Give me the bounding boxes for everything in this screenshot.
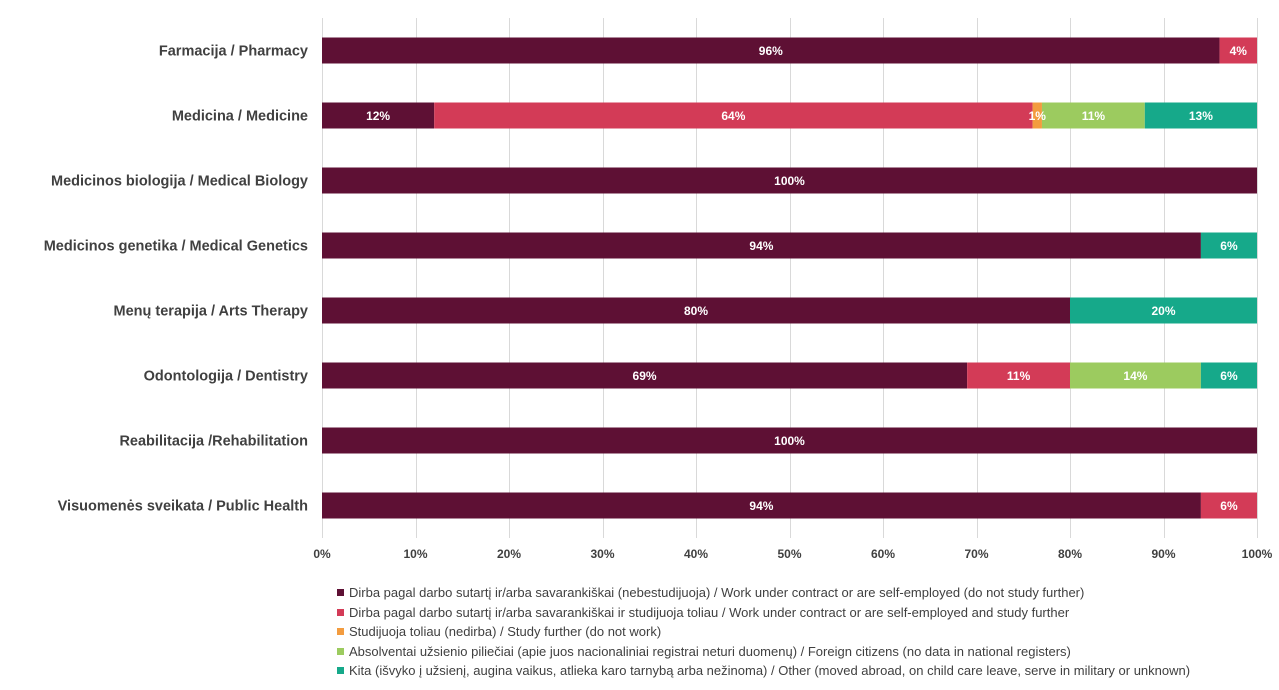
bar-segment — [322, 102, 435, 129]
x-tick-label: 50% — [777, 547, 801, 561]
legend-swatch — [337, 608, 344, 616]
x-tick-label: 90% — [1151, 547, 1175, 561]
bar-segment — [1070, 362, 1201, 389]
data-label: 20% — [1151, 304, 1175, 318]
bars — [322, 37, 1257, 519]
legend: Dirba pagal darbo sutartį ir/arba savara… — [337, 583, 1267, 681]
data-label: 80% — [684, 304, 708, 318]
bar-segment — [322, 362, 968, 389]
data-label: 6% — [1220, 369, 1238, 383]
gridlines — [322, 18, 1258, 538]
legend-label: Studijuoja toliau (nedirba) / Study furt… — [349, 624, 662, 640]
bar-segment — [1200, 362, 1257, 389]
data-label: 6% — [1220, 499, 1238, 513]
category-label: Medicinos biologija / Medical Biology — [51, 174, 308, 190]
data-labels: 96% 4% 12% 64% 1% 11% 13% 100% 94% 6% 80% 20% 69% 11%… — [366, 44, 1247, 513]
category-label: Medicinos genetika / Medical Genetics — [44, 239, 308, 255]
legend-swatch — [337, 647, 344, 655]
data-label: 100% — [774, 174, 805, 188]
bar-segment — [1219, 37, 1257, 64]
bar-segment — [322, 37, 1220, 64]
x-tick-label: 100% — [1242, 547, 1273, 561]
category-labels: Farmacija / Pharmacy Medicina / Medicine M… — [44, 44, 308, 515]
bar-segment — [322, 167, 1257, 194]
legend-item: Absolventai užsienio piliečiai (apie juo… — [337, 642, 1267, 662]
data-label: 12% — [366, 109, 390, 123]
bar-segment — [1200, 492, 1257, 519]
legend-item: Dirba pagal darbo sutartį ir/arba savara… — [337, 603, 1267, 623]
data-label: 4% — [1230, 44, 1248, 58]
legend-swatch — [337, 628, 344, 636]
legend-item: Studijuoja toliau (nedirba) / Study furt… — [337, 622, 1267, 642]
legend-label: Absolventai užsienio piliečiai (apie juo… — [349, 643, 1071, 659]
legend-swatch — [337, 589, 344, 597]
data-label: 94% — [749, 239, 773, 253]
legend-swatch — [337, 667, 344, 675]
bar-segment — [1144, 102, 1257, 129]
x-tick-label: 40% — [684, 547, 708, 561]
legend-label: Kita (išvyko į užsienį, augina vaikus, a… — [349, 663, 1191, 679]
category-label: Reabilitacija /Rehabilitation — [119, 434, 308, 450]
data-label: 100% — [774, 434, 805, 448]
data-label: 6% — [1220, 239, 1238, 253]
bar-segment — [322, 232, 1201, 259]
category-label: Medicina / Medicine — [172, 109, 308, 125]
legend-label: Dirba pagal darbo sutartį ir/arba savara… — [349, 585, 1085, 601]
data-label: 64% — [721, 109, 745, 123]
category-label: Farmacija / Pharmacy — [159, 44, 308, 60]
bar-segment — [322, 492, 1201, 519]
data-label: 14% — [1123, 369, 1147, 383]
legend-label: Dirba pagal darbo sutartį ir/arba savara… — [349, 604, 1070, 620]
data-label: 1% — [1029, 109, 1047, 123]
data-label: 96% — [759, 44, 783, 58]
bar-segment — [434, 102, 1033, 129]
x-tick-label: 80% — [1058, 547, 1082, 561]
bar-segment — [1032, 102, 1042, 129]
x-tick-label: 60% — [871, 547, 895, 561]
bar-segment — [1070, 297, 1257, 324]
legend-item: Dirba pagal darbo sutartį ir/arba savara… — [337, 583, 1267, 603]
bar-segment — [322, 297, 1070, 324]
data-label: 13% — [1189, 109, 1213, 123]
bar-segment — [967, 362, 1070, 389]
data-label: 94% — [749, 499, 773, 513]
x-axis-ticks: 0% 10% 20% 30% 40% 50% 60% 70% 80% 90% 100% — [313, 547, 1272, 561]
data-label: 11% — [1082, 109, 1106, 123]
stacked-bar-chart: 96% 4% 12% 64% 1% 11% 13% 100% 94% 6% 80% 20% 69% 11%… — [44, 18, 1273, 561]
legend-item: Kita (išvyko į užsienį, augina vaikus, a… — [337, 661, 1267, 681]
x-tick-label: 0% — [313, 547, 331, 561]
x-tick-label: 10% — [403, 547, 427, 561]
x-tick-label: 20% — [497, 547, 521, 561]
x-tick-label: 30% — [590, 547, 614, 561]
bar-segment — [1041, 102, 1145, 129]
category-label: Visuomenės sveikata / Public Health — [58, 499, 308, 515]
category-label: Odontologija / Dentistry — [144, 369, 308, 385]
x-tick-label: 70% — [964, 547, 988, 561]
bar-segment — [322, 427, 1257, 454]
data-label: 11% — [1007, 369, 1031, 383]
category-label: Menų terapija / Arts Therapy — [114, 304, 308, 320]
bar-segment — [1200, 232, 1257, 259]
data-label: 69% — [633, 369, 657, 383]
